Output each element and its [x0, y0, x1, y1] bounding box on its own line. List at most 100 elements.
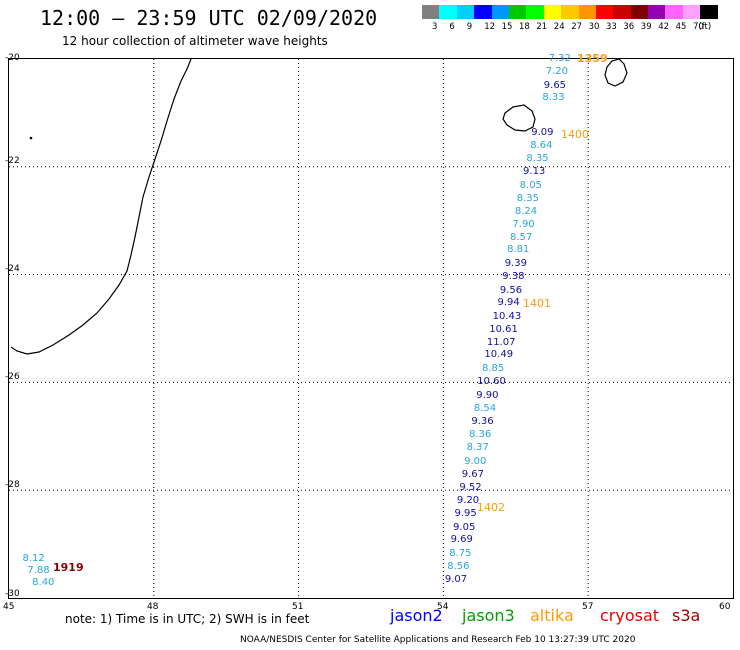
- wave-height-value: 9.67: [461, 469, 484, 481]
- legend-label: 21: [536, 22, 548, 32]
- y-tick-label: -22: [5, 156, 20, 166]
- legend-swatch: [526, 5, 544, 19]
- legend-swatch: [648, 5, 666, 19]
- wave-height-value: 9.20: [456, 494, 480, 506]
- legend-swatch: [665, 5, 683, 19]
- mission-jason2: jason2: [390, 606, 443, 625]
- legend-label: 33: [606, 22, 617, 32]
- wave-height-value: 8.81: [507, 244, 530, 256]
- wave-height-value: 7.32: [548, 53, 571, 64]
- wave-height-value: 9.07: [444, 574, 468, 586]
- legend-label: 3: [432, 22, 438, 32]
- legend-swatch: [578, 5, 596, 19]
- legend-label: 9: [466, 22, 473, 32]
- wave-height-value: 8.64: [530, 140, 553, 152]
- pass-time-label: 1402: [477, 501, 505, 514]
- x-tick-label: 51: [292, 602, 304, 612]
- wave-height-value: 10.43: [492, 310, 522, 322]
- legend-label: 24: [553, 22, 565, 32]
- map-canvas: [9, 59, 733, 598]
- map-title: 12:00 – 23:59 UTC 02/09/2020: [40, 6, 378, 30]
- wave-height-value: 8.35: [526, 152, 549, 164]
- legend-label: 27: [571, 22, 583, 32]
- pass-time-label: 1359: [577, 52, 608, 65]
- y-tick-label: -28: [5, 480, 20, 490]
- wave-height-value: 9.00: [464, 455, 487, 467]
- wave-height-value: 10.49: [484, 349, 514, 361]
- legend-swatch: [474, 5, 492, 19]
- wave-height-value: 8.12: [22, 552, 45, 564]
- color-scale-legend: [422, 5, 718, 19]
- wave-height-value: 7.88: [27, 565, 50, 577]
- legend-swatch: [561, 5, 579, 19]
- wave-height-value: 8.33: [542, 92, 565, 104]
- wave-height-value: 8.54: [473, 403, 497, 415]
- legend-label: 36: [623, 22, 635, 32]
- legend-label: 70: [693, 22, 704, 32]
- pass-time-label: 1919: [53, 561, 84, 574]
- wave-height-value: 9.90: [476, 389, 499, 401]
- y-tick-label: -26: [5, 372, 20, 382]
- legend-label: 39: [640, 22, 652, 32]
- wave-height-value: 10.61: [489, 324, 518, 336]
- pass-time-label: 1400: [561, 128, 589, 141]
- legend-label: 18: [519, 22, 530, 32]
- wave-height-value: 7.90: [512, 219, 535, 230]
- lat-lon-grid: [9, 59, 733, 598]
- legend-swatch: [682, 5, 701, 19]
- legend-label: 15: [501, 22, 513, 32]
- legend-swatch: [543, 5, 562, 19]
- legend-swatch: [508, 5, 527, 19]
- y-tick-label: -20: [5, 53, 20, 63]
- wave-height-value: 9.69: [450, 534, 473, 546]
- footer-note: note: 1) Time is in UTC; 2) SWH is in fe…: [65, 612, 310, 626]
- legend-swatch: [630, 5, 649, 19]
- wave-height-value: 8.40: [32, 577, 55, 589]
- y-tick-label: -30: [5, 589, 20, 599]
- wave-height-value: 9.09: [531, 127, 554, 139]
- legend-swatch: [700, 5, 718, 19]
- legend-label: 12: [484, 22, 496, 32]
- reunion-island: [502, 104, 536, 132]
- x-tick-label: 60: [719, 602, 731, 612]
- legend-swatch: [422, 5, 440, 19]
- x-tick-label: 48: [147, 602, 159, 612]
- y-tick-label: -24: [5, 264, 20, 274]
- mission-cryosat: cryosat: [600, 606, 660, 625]
- x-tick-label: 45: [3, 602, 15, 612]
- wave-height-value: 9.65: [543, 79, 567, 91]
- wave-height-value: 9.52: [459, 481, 482, 493]
- wave-height-value: 9.36: [471, 415, 494, 427]
- wave-height-value: 9.95: [454, 508, 477, 520]
- wave-height-value: 9.13: [523, 166, 546, 178]
- wave-height-value: 8.57: [510, 231, 533, 243]
- credit-line: NOAA/NESDIS Center for Satellite Applica…: [240, 635, 636, 645]
- legend-swatch: [613, 5, 631, 19]
- pass-time-label: 1401: [523, 297, 551, 310]
- islet: [29, 136, 33, 140]
- mission-jason3: jason3: [462, 606, 515, 625]
- legend-swatch: [595, 5, 614, 19]
- wave-height-value: 8.35: [516, 193, 540, 205]
- legend-swatch: [439, 5, 457, 19]
- map-subtitle: 12 hour collection of altimeter wave hei…: [62, 34, 328, 48]
- wave-height-value: 9.38: [502, 271, 525, 283]
- x-tick-label: 54: [437, 602, 449, 612]
- wave-height-value: 8.56: [447, 560, 470, 572]
- wave-height-value: 9.94: [497, 297, 520, 309]
- legend-label: 45: [675, 22, 687, 32]
- wave-height-value: 10.60: [477, 376, 506, 388]
- map-plot-area: -20 -22 -24 -26 -28 -30 45 48 51 54 57 6…: [3, 52, 734, 612]
- wave-height-value: 11.07: [486, 337, 516, 349]
- x-tick-label: 57: [582, 602, 594, 612]
- legend-label: 6: [449, 22, 455, 32]
- wave-height-value: 8.05: [519, 179, 542, 191]
- mauritius-island: [604, 59, 628, 87]
- wave-height-value: 9.56: [499, 284, 523, 296]
- legend-label: 30: [588, 22, 600, 32]
- wave-height-value: 8.36: [468, 428, 492, 440]
- legend-label: 42: [658, 22, 670, 32]
- mission-altika: altika: [530, 606, 574, 625]
- wave-height-value: 8.85: [482, 362, 505, 374]
- legend-swatch: [491, 5, 509, 19]
